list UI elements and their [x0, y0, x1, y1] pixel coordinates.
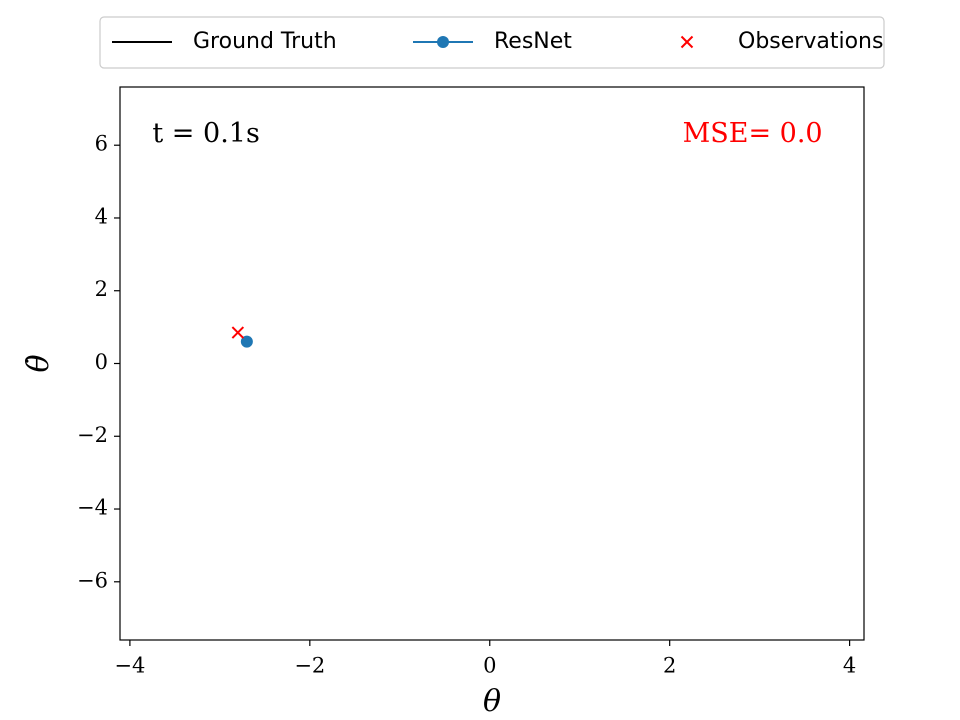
y-tick-label: 6 [95, 132, 108, 156]
x-tick-label: −2 [294, 654, 325, 678]
legend-label: Observations [738, 29, 883, 54]
point-marker [240, 335, 253, 348]
y-tick-label: 4 [95, 204, 108, 228]
point-marker [680, 35, 694, 49]
y-tick-label: −2 [77, 423, 108, 447]
legend-label: ResNet [494, 29, 572, 54]
annotation: MSE= 0.0 [683, 118, 823, 149]
y-tick-label: 2 [95, 277, 108, 301]
point-marker [231, 326, 245, 339]
x-axis-label: θ [483, 684, 501, 719]
annotation: t = 0.1s [152, 118, 259, 149]
x-tick-label: 0 [483, 654, 496, 678]
legend-label: Ground Truth [193, 29, 337, 54]
x-tick-label: 2 [663, 654, 676, 678]
y-tick-label: 0 [95, 350, 108, 374]
point-marker [437, 36, 449, 48]
y-axis-label: θ̇ [21, 354, 56, 372]
x-tick-label: 4 [843, 654, 856, 678]
y-tick-label: −4 [77, 496, 108, 520]
legend-box [99, 16, 885, 69]
y-tick-label: −6 [77, 568, 108, 592]
x-tick-label: −4 [114, 654, 145, 678]
